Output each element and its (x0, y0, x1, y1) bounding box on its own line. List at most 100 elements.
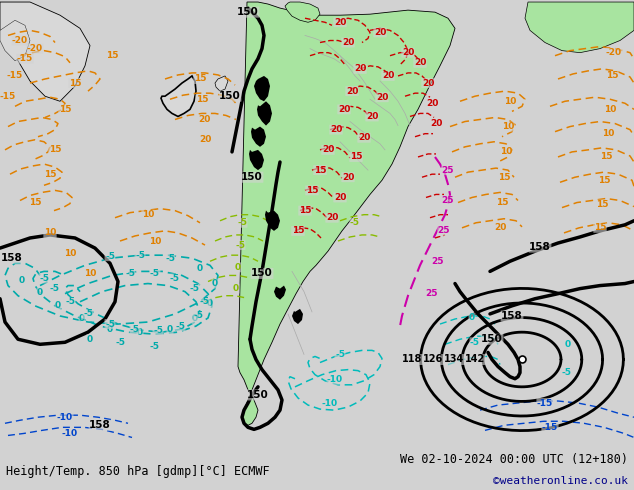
Text: -5: -5 (65, 297, 75, 306)
Text: 15: 15 (605, 72, 618, 80)
Text: 20: 20 (334, 18, 346, 27)
Text: 0: 0 (565, 340, 571, 349)
Text: 15: 15 (598, 176, 611, 185)
Text: 10: 10 (84, 269, 96, 278)
Text: 10: 10 (149, 237, 161, 245)
Text: -5: -5 (105, 252, 115, 261)
Text: 158: 158 (1, 253, 23, 263)
Text: 20: 20 (376, 93, 388, 102)
Text: 20: 20 (430, 119, 442, 128)
Text: 150: 150 (481, 334, 503, 344)
Text: 15: 15 (498, 172, 510, 182)
Text: 150: 150 (241, 172, 263, 182)
Text: 20: 20 (374, 28, 386, 37)
Text: 15: 15 (49, 146, 61, 154)
Text: -5: -5 (125, 269, 135, 278)
Text: 0: 0 (37, 288, 43, 297)
Text: 0: 0 (197, 264, 203, 273)
Text: 25: 25 (432, 257, 444, 266)
Text: 25: 25 (437, 226, 450, 235)
Text: 0: 0 (212, 279, 218, 288)
Text: 15: 15 (194, 74, 206, 83)
Polygon shape (0, 2, 90, 101)
Text: 0: 0 (469, 314, 475, 322)
Text: 150: 150 (219, 91, 241, 101)
Text: -5: -5 (235, 241, 245, 249)
Text: 25: 25 (426, 289, 438, 298)
Text: 20: 20 (494, 223, 506, 232)
Text: 20: 20 (326, 213, 338, 222)
Text: 0: 0 (192, 315, 198, 323)
Text: 15: 15 (59, 105, 71, 114)
Text: 0: 0 (55, 301, 61, 310)
Text: 0: 0 (207, 299, 213, 308)
Text: -5: -5 (135, 251, 145, 260)
Text: ©weatheronline.co.uk: ©weatheronline.co.uk (493, 476, 628, 486)
Text: -5: -5 (175, 321, 185, 331)
Text: -5: -5 (470, 338, 480, 347)
Text: -5: -5 (153, 326, 163, 335)
Text: 15: 15 (496, 198, 508, 207)
Text: 150: 150 (237, 7, 259, 17)
Text: 20: 20 (338, 105, 350, 114)
Text: 15: 15 (29, 198, 41, 207)
Text: 15: 15 (600, 152, 612, 162)
Text: 15: 15 (196, 95, 208, 104)
Text: 15: 15 (306, 186, 318, 195)
Text: 25: 25 (442, 196, 454, 205)
Text: 0: 0 (167, 324, 173, 334)
Polygon shape (292, 309, 303, 324)
Text: 20: 20 (346, 87, 358, 96)
Text: -5: -5 (39, 274, 49, 283)
Text: 20: 20 (198, 115, 210, 124)
Text: -5: -5 (105, 319, 115, 329)
Polygon shape (249, 150, 264, 170)
Text: -5: -5 (200, 297, 210, 306)
Text: 0: 0 (233, 284, 239, 293)
Text: 10: 10 (604, 105, 616, 114)
Text: 20: 20 (358, 133, 370, 142)
Text: 15: 15 (299, 206, 311, 215)
Text: -10: -10 (322, 398, 338, 408)
Polygon shape (257, 101, 272, 125)
Text: -5: -5 (561, 368, 571, 377)
Text: -15: -15 (0, 92, 16, 101)
Polygon shape (254, 76, 270, 101)
Text: -5: -5 (50, 284, 60, 293)
Polygon shape (238, 2, 455, 425)
Text: 15: 15 (68, 78, 81, 88)
Text: 15: 15 (106, 51, 119, 60)
Text: 20: 20 (334, 193, 346, 202)
Text: -20: -20 (606, 48, 622, 57)
Text: -20: -20 (27, 44, 43, 53)
Text: -10: -10 (57, 413, 73, 422)
Text: 20: 20 (366, 112, 378, 121)
Text: 0: 0 (79, 315, 85, 323)
Text: -5: -5 (165, 254, 175, 263)
Text: -5: -5 (335, 350, 345, 359)
Text: -10: -10 (327, 375, 343, 384)
Text: 15: 15 (350, 152, 362, 162)
Polygon shape (161, 76, 196, 117)
Text: 134: 134 (444, 354, 464, 365)
Text: -20: -20 (12, 36, 28, 45)
Text: 0: 0 (87, 335, 93, 344)
Text: 15: 15 (314, 166, 327, 174)
Text: 10: 10 (504, 97, 516, 106)
Text: -5: -5 (150, 342, 160, 351)
Text: 158: 158 (501, 311, 523, 321)
Text: 10: 10 (602, 129, 614, 138)
Text: 20: 20 (330, 125, 342, 134)
Text: 20: 20 (342, 172, 354, 182)
Text: -5: -5 (170, 274, 180, 283)
Text: -5: -5 (83, 309, 93, 318)
Polygon shape (0, 20, 30, 61)
Text: 0: 0 (19, 276, 25, 285)
Text: 10: 10 (44, 228, 56, 238)
Text: -15: -15 (542, 423, 558, 432)
Text: 10: 10 (64, 248, 76, 258)
Polygon shape (215, 76, 228, 91)
Text: 150: 150 (251, 269, 273, 278)
Text: 0: 0 (235, 263, 241, 272)
Text: 20: 20 (354, 64, 366, 74)
